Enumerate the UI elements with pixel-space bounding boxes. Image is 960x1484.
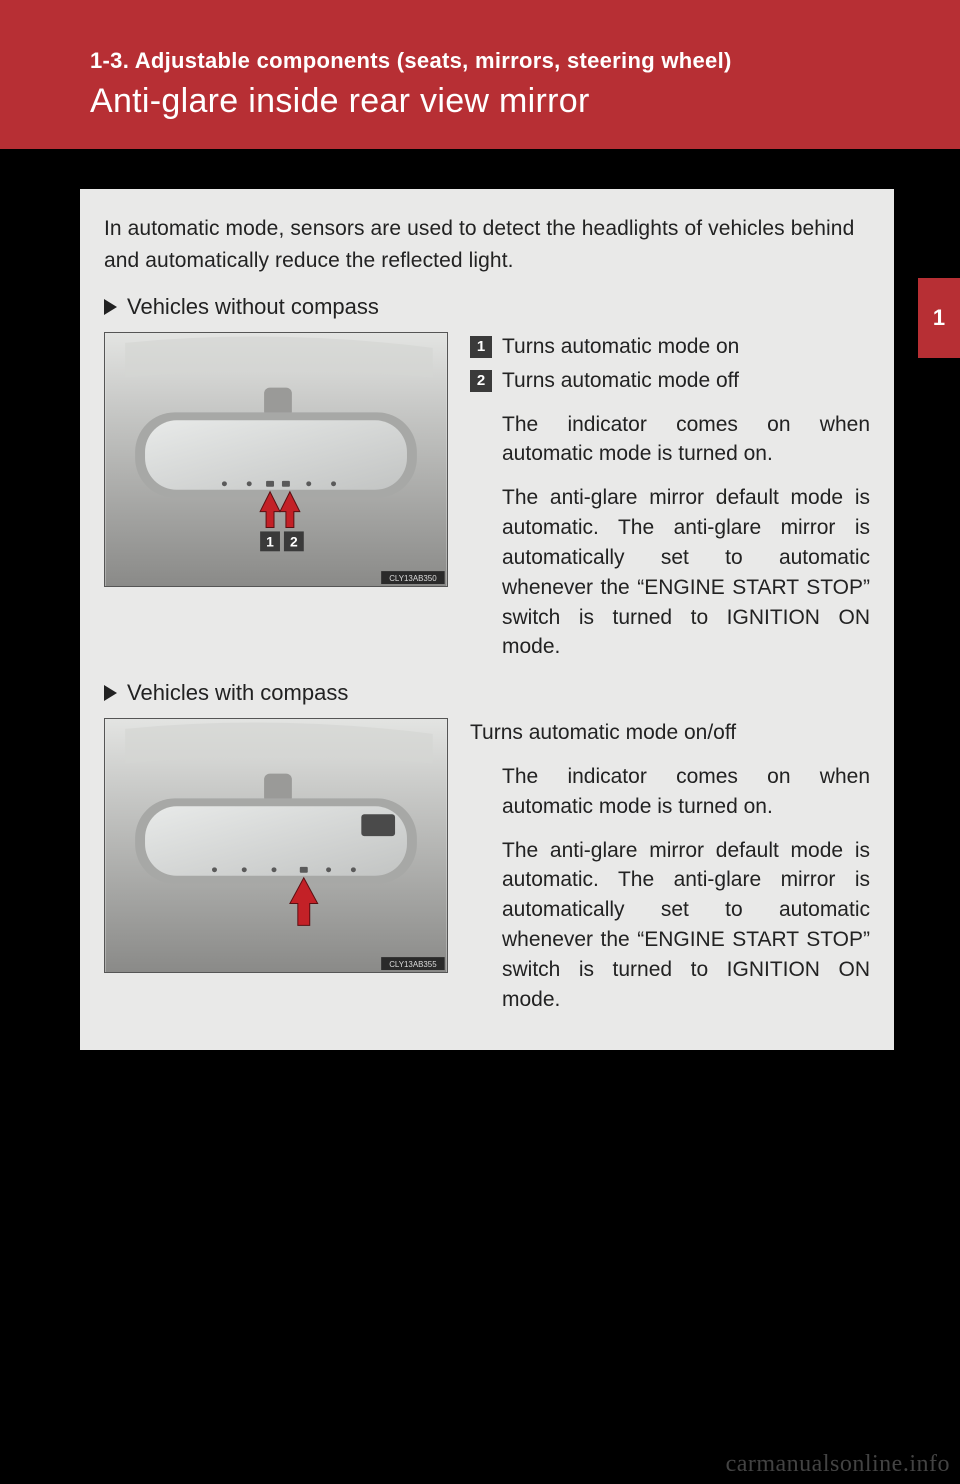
section2-para2: The anti-glare mirror default mode is au… [470, 836, 870, 1015]
subheading-with-compass: Vehicles with compass [104, 680, 870, 706]
callout-text-1: Turns automatic mode on [502, 332, 739, 362]
description-col-2: Turns automatic mode on/off The indicato… [470, 718, 870, 1014]
triangle-bullet-icon [104, 685, 117, 701]
page-title: Anti-glare inside rear view mirror [90, 82, 890, 121]
content-box: In automatic mode, sensors are used to d… [80, 189, 894, 1050]
subheading-without-compass: Vehicles without compass [104, 294, 870, 320]
subheading-label: Vehicles without compass [127, 294, 379, 320]
chapter-side-tab: 1 [918, 278, 960, 358]
section2-title-line: Turns automatic mode on/off [470, 718, 870, 748]
subheading-label: Vehicles with compass [127, 680, 348, 706]
mirror-illustration-1: 1 2 CLY13AB350 [104, 332, 448, 587]
page-header: 1-3. Adjustable components (seats, mirro… [0, 0, 960, 149]
callout-number-1: 1 [470, 336, 492, 358]
intro-text: In automatic mode, sensors are used to d… [104, 213, 870, 276]
section-number: 1-3. Adjustable components (seats, mirro… [90, 48, 890, 74]
section-row-2: CLY13AB355 Turns automatic mode on/off T… [104, 718, 870, 1014]
triangle-bullet-icon [104, 299, 117, 315]
mirror-figure-1: 1 2 CLY13AB350 [104, 332, 448, 587]
watermark-text: carmanualsonline.info [726, 1451, 950, 1478]
callout-text-2: Turns automatic mode off [502, 366, 739, 396]
mirror-figure-2: CLY13AB355 [104, 718, 448, 973]
section1-para1: The indicator comes on when automatic mo… [470, 410, 870, 470]
figure-code-1: CLY13AB350 [389, 574, 437, 583]
callout-item-1: 1 Turns automatic mode on [470, 332, 870, 362]
callout-item-2: 2 Turns automatic mode off [470, 366, 870, 396]
content-area: In automatic mode, sensors are used to d… [0, 149, 960, 1050]
section2-para1: The indicator comes on when automatic mo… [470, 762, 870, 822]
svg-text:2: 2 [290, 533, 298, 549]
section-row-1: 1 2 CLY13AB350 1 Turns automatic mode on… [104, 332, 870, 662]
svg-text:1: 1 [266, 533, 274, 549]
figure-code-2: CLY13AB355 [389, 960, 437, 969]
description-col-1: 1 Turns automatic mode on 2 Turns automa… [470, 332, 870, 662]
callout-number-2: 2 [470, 370, 492, 392]
chapter-number: 1 [933, 305, 945, 331]
section1-para2: The anti-glare mirror default mode is au… [470, 483, 870, 662]
mirror-illustration-2: CLY13AB355 [104, 718, 448, 973]
